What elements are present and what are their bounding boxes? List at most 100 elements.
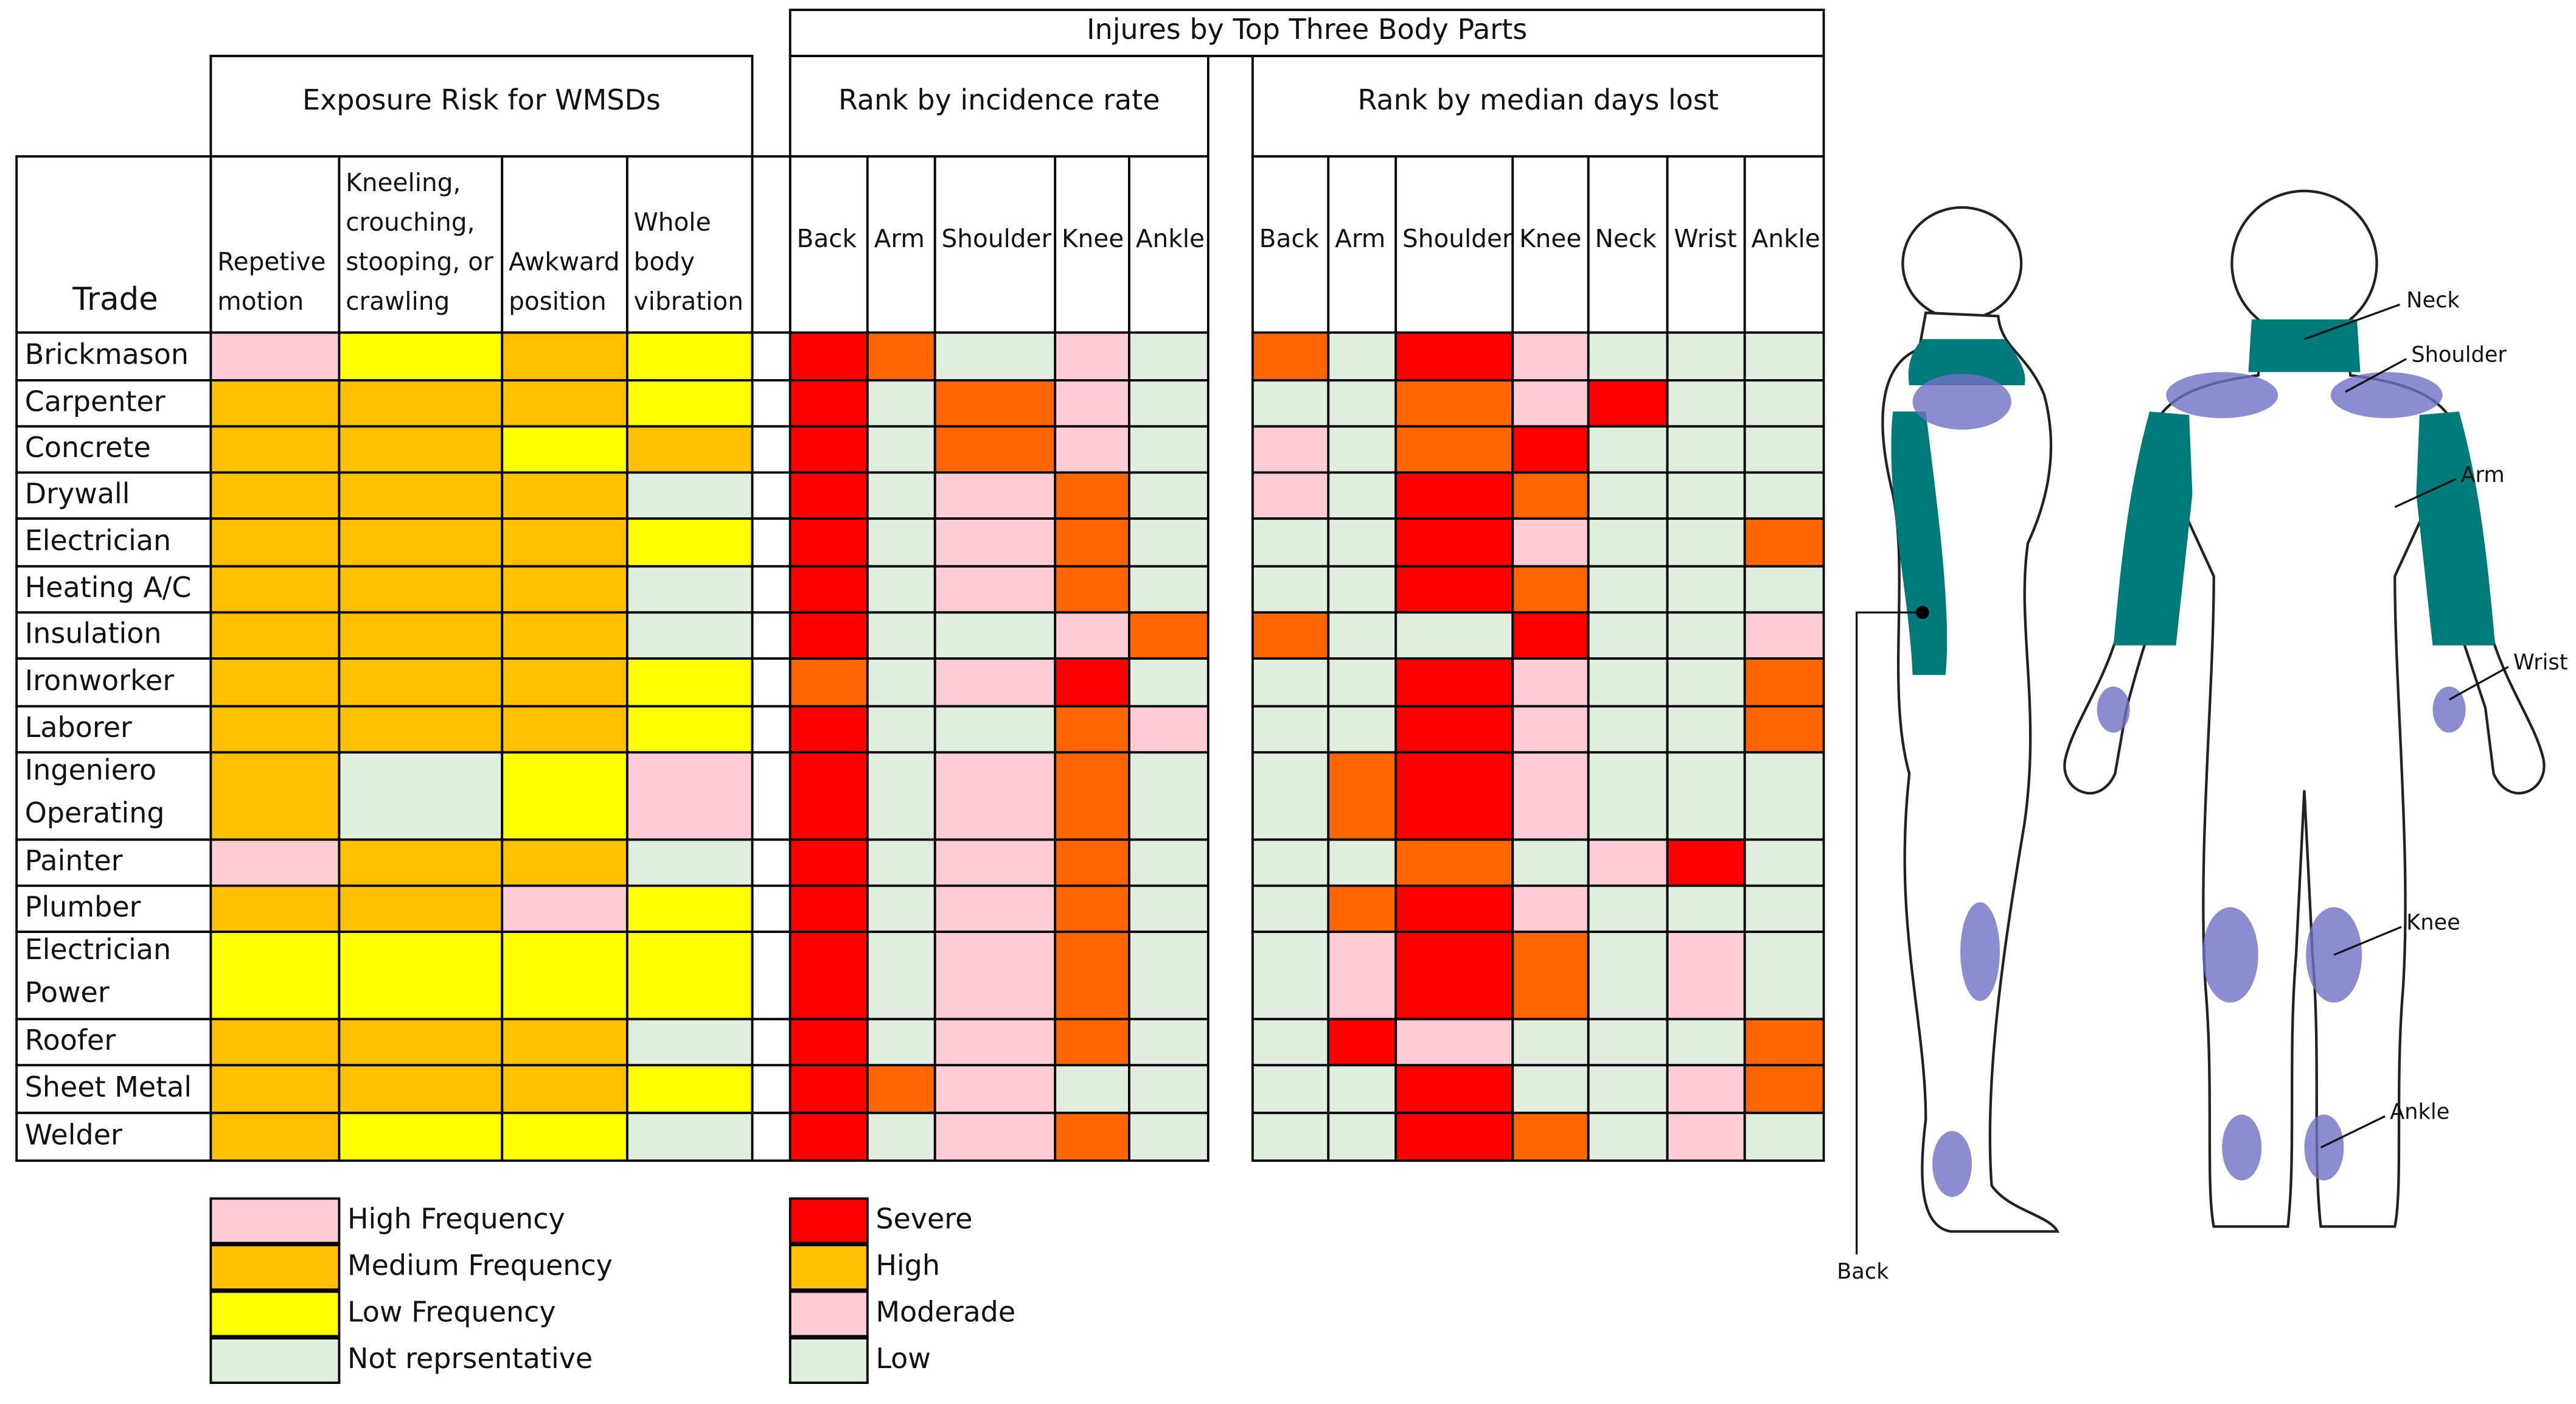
- rating-cell: [1511, 1018, 1590, 1067]
- trade-name: Ingeniero: [25, 753, 156, 786]
- rating-cell: [1587, 517, 1669, 568]
- group-title: Rank by incidence rate: [838, 83, 1160, 116]
- spacer-cell: [751, 331, 792, 382]
- rating-cell: [788, 331, 869, 382]
- rating-cell: [933, 565, 1057, 614]
- rating-cell: [866, 565, 936, 614]
- rating-cell: [1587, 611, 1669, 660]
- legend-swatch: [209, 1244, 341, 1291]
- rating-cell: [1666, 751, 1746, 841]
- rating-cell: [788, 1111, 869, 1162]
- legend-swatch: [788, 1244, 869, 1291]
- rating-cell: [1743, 517, 1825, 568]
- rating-cell: [866, 1018, 936, 1067]
- rating-cell: [1251, 331, 1330, 382]
- column-header: Whole: [634, 208, 711, 237]
- front-shoulder-area: [2166, 372, 2278, 419]
- trade-cell: [15, 517, 212, 568]
- rating-cell: [501, 751, 628, 841]
- rating-cell: [1743, 838, 1825, 887]
- rating-cell: [1511, 931, 1590, 1021]
- rating-cell: [1666, 1018, 1746, 1067]
- rating-cell: [1054, 931, 1130, 1021]
- column-header-box: [1743, 155, 1825, 334]
- rating-cell: [1394, 1064, 1514, 1114]
- rating-cell: [1327, 705, 1398, 754]
- rating-cell: [338, 1111, 504, 1162]
- rating-cell: [933, 471, 1057, 520]
- rating-cell: [1394, 884, 1514, 934]
- rating-cell: [933, 1064, 1057, 1114]
- column-header: Awkward: [509, 247, 620, 276]
- trade-name: Brickmason: [25, 338, 189, 371]
- rating-cell: [1511, 1064, 1590, 1114]
- trade-name: Ironworker: [25, 664, 175, 697]
- rating-cell: [1251, 565, 1330, 614]
- group-header-box: [788, 55, 1210, 158]
- rating-cell: [1054, 331, 1130, 382]
- column-header: crawling: [346, 287, 450, 316]
- rating-cell: [1743, 1111, 1825, 1162]
- trade-name: Power: [25, 976, 110, 1008]
- rating-cell: [209, 884, 341, 934]
- rating-cell: [933, 838, 1057, 887]
- rating-cell: [1511, 705, 1590, 754]
- rating-cell: [1587, 751, 1669, 841]
- rating-cell: [1327, 751, 1398, 841]
- rating-cell: [1587, 565, 1669, 614]
- rating-cell: [1511, 838, 1590, 887]
- rating-cell: [1128, 657, 1210, 708]
- ankle-area: [2304, 1114, 2344, 1181]
- rating-cell: [625, 611, 754, 660]
- rating-cell: [1511, 425, 1590, 474]
- rating-cell: [1251, 379, 1330, 428]
- rating-cell: [1394, 657, 1514, 708]
- body-label: Shoulder: [2411, 342, 2507, 367]
- spacer-header-box: [751, 155, 792, 334]
- spacer-cell: [751, 931, 792, 1021]
- column-header: Shoulder: [942, 224, 1052, 253]
- column-header: Arm: [874, 224, 925, 253]
- rating-cell: [1327, 611, 1398, 660]
- rating-cell: [1587, 331, 1669, 382]
- rating-cell: [338, 705, 504, 754]
- knee-area: [2202, 907, 2258, 1003]
- rating-cell: [1128, 1064, 1210, 1114]
- rating-cell: [788, 838, 869, 887]
- front-shoulder-area: [2330, 372, 2443, 419]
- spacer-cell: [751, 611, 792, 660]
- leader-line: [2448, 666, 2509, 701]
- trade-header: Trade: [72, 281, 158, 318]
- column-header-box: [338, 155, 504, 334]
- rating-cell: [209, 1111, 341, 1162]
- rating-cell: [209, 379, 341, 428]
- rating-cell: [788, 517, 869, 568]
- rating-cell: [1511, 751, 1590, 841]
- rating-cell: [1666, 517, 1746, 568]
- rating-cell: [866, 611, 936, 660]
- rating-cell: [338, 517, 504, 568]
- rating-cell: [1666, 705, 1746, 754]
- rating-cell: [1394, 517, 1514, 568]
- rating-cell: [1327, 657, 1398, 708]
- rating-cell: [866, 471, 936, 520]
- rating-cell: [1128, 1111, 1210, 1162]
- spacer-cell: [751, 379, 792, 428]
- rating-cell: [1054, 565, 1130, 614]
- trade-name: Concrete: [25, 431, 151, 464]
- rating-cell: [1128, 884, 1210, 934]
- trade-name: Operating: [25, 797, 165, 829]
- rating-cell: [1327, 565, 1398, 614]
- trade-name: Electrician: [25, 524, 171, 557]
- rating-cell: [1394, 1018, 1514, 1067]
- rating-cell: [209, 565, 341, 614]
- front-body: [2063, 327, 2546, 1228]
- rating-cell: [933, 1111, 1057, 1162]
- rating-cell: [1054, 611, 1130, 660]
- rating-cell: [1743, 931, 1825, 1021]
- rating-cell: [1666, 471, 1746, 520]
- rating-cell: [501, 884, 628, 934]
- rating-cell: [866, 657, 936, 708]
